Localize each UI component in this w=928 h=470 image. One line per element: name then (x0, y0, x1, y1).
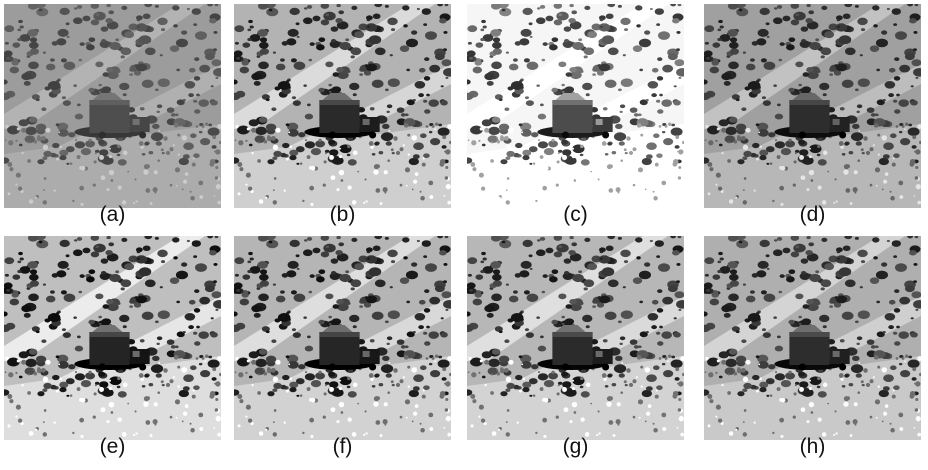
panel-label: (a) (4, 203, 221, 227)
image-panel (234, 236, 451, 440)
scene-image (467, 4, 684, 208)
scene-image (234, 236, 451, 440)
scene-image (4, 236, 221, 440)
image-panel (467, 236, 684, 440)
panel-label: (c) (467, 203, 684, 227)
image-panel (704, 236, 921, 440)
panel-label: (b) (234, 203, 451, 227)
panel-label: (f) (234, 435, 451, 459)
figure: (a)(b)(c)(d)(e)(f)(g)(h) (() => { const … (0, 0, 928, 470)
scene-image (234, 4, 451, 208)
panel-label: (g) (467, 435, 684, 459)
scene-image (467, 236, 684, 440)
image-panel (467, 4, 684, 208)
panel-label: (h) (704, 435, 921, 459)
image-panel (4, 4, 221, 208)
scene-image (4, 4, 221, 208)
scene-image (704, 4, 921, 208)
panel-label: (d) (704, 203, 921, 227)
image-panel (4, 236, 221, 440)
panel-label: (e) (4, 435, 221, 459)
image-panel (234, 4, 451, 208)
scene-image (704, 236, 921, 440)
image-panel (704, 4, 921, 208)
